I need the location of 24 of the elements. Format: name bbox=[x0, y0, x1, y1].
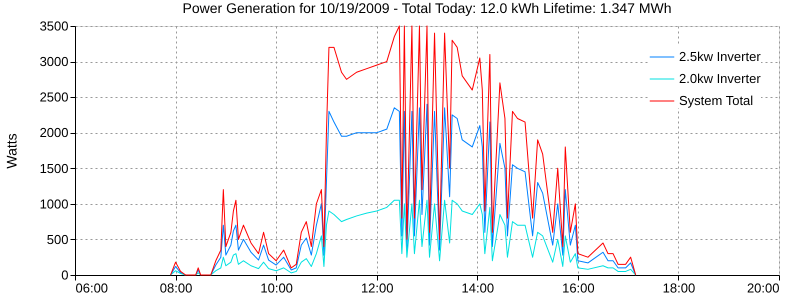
line-series bbox=[170, 26, 636, 276]
line-series bbox=[170, 200, 636, 276]
y-tick-label: 1500 bbox=[40, 160, 68, 176]
y-tick-label: 3500 bbox=[40, 18, 68, 34]
x-tick-label: 10:00 bbox=[260, 280, 293, 296]
y-tick-label: 2000 bbox=[40, 125, 68, 140]
chart-title: Power Generation for 10/19/2009 - Total Today: 12.0 kWh Lifetime: 1.347 MWh bbox=[182, 0, 672, 16]
x-tick-label: 14:00 bbox=[462, 280, 494, 296]
y-axis-title: Watts bbox=[4, 133, 20, 169]
x-tick-label: 08:00 bbox=[160, 280, 192, 296]
x-tick-label: 18:00 bbox=[662, 280, 696, 296]
x-tick-label: 20:00 bbox=[746, 280, 780, 296]
legend-label: 2.5kw Inverter bbox=[679, 49, 762, 64]
x-tick-label: 12:00 bbox=[360, 280, 394, 296]
y-tick-label: 500 bbox=[46, 232, 68, 247]
legend-label: System Total bbox=[679, 93, 754, 108]
y-tick-label: 3000 bbox=[40, 54, 68, 70]
y-tick-label: 2500 bbox=[40, 90, 68, 105]
y-tick-label: 1000 bbox=[40, 196, 68, 212]
x-tick-label: 06:00 bbox=[76, 280, 108, 296]
line-series bbox=[170, 104, 636, 276]
x-tick-label: 16:00 bbox=[562, 280, 595, 296]
y-tick-label: 0 bbox=[61, 268, 68, 282]
legend-label: 2.0kw Inverter bbox=[679, 71, 762, 86]
